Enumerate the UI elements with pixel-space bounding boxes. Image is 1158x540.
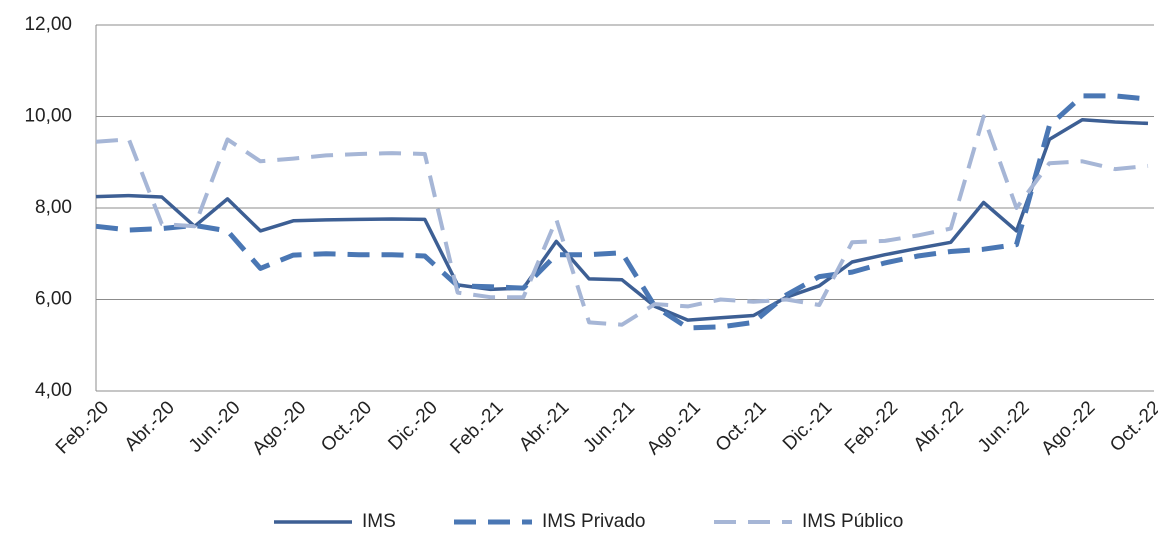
x-tick-label: Ago.-20 bbox=[248, 397, 310, 459]
x-tick-label: Abr.-22 bbox=[910, 397, 968, 455]
y-tick-label: 12,00 bbox=[24, 14, 72, 35]
x-tick-label: Feb.-20 bbox=[52, 397, 113, 458]
x-tick-label: Ago.-21 bbox=[643, 397, 705, 459]
x-tick-label: Feb.-21 bbox=[446, 397, 507, 458]
y-tick-label: 8,00 bbox=[35, 197, 72, 218]
x-tick-label: Oct.-20 bbox=[317, 397, 376, 456]
legend-label: IMS Privado bbox=[542, 511, 645, 532]
legend-item: IMS bbox=[274, 511, 396, 532]
legend-label: IMS bbox=[362, 511, 396, 532]
x-tick-label: Feb.-22 bbox=[841, 397, 902, 458]
x-tick-label: Abr.-20 bbox=[121, 397, 179, 455]
x-tick-label: Dic.-20 bbox=[384, 397, 441, 454]
y-tick-label: 4,00 bbox=[35, 380, 72, 401]
data-line bbox=[95, 117, 1149, 322]
x-tick-label: Jun.-22 bbox=[974, 397, 1034, 457]
x-tick-label: Ago.-22 bbox=[1037, 397, 1099, 459]
data-line bbox=[95, 114, 1149, 327]
y-tick-label: 6,00 bbox=[35, 289, 72, 310]
legend-item: IMS Privado bbox=[454, 511, 645, 532]
x-tick-label: Dic.-21 bbox=[779, 397, 836, 454]
y-tick-label: 10,00 bbox=[24, 106, 72, 127]
legend-label: IMS Público bbox=[802, 511, 903, 532]
x-tick-label: Oct.-22 bbox=[1106, 397, 1158, 456]
x-tick-label: Jun.-20 bbox=[185, 397, 245, 457]
x-tick-label: Jun.-21 bbox=[579, 397, 639, 457]
legend-item: IMS Público bbox=[714, 511, 903, 532]
x-tick-label: Abr.-21 bbox=[515, 397, 573, 455]
x-tick-label: Oct.-21 bbox=[712, 397, 771, 456]
